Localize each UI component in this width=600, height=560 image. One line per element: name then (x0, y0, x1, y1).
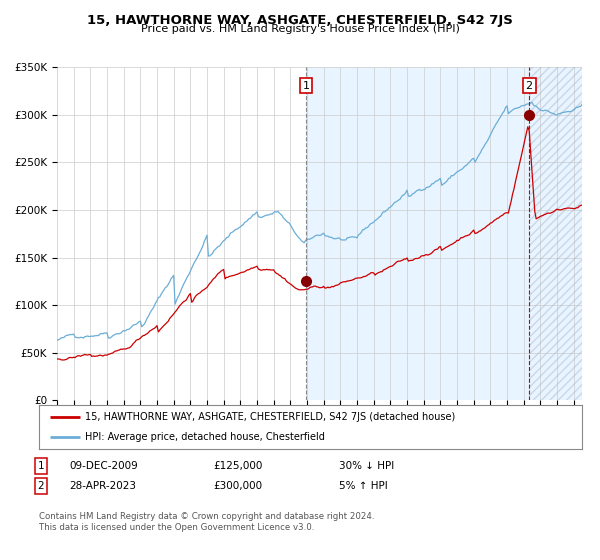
Bar (306, 67, 582, 400)
Text: 1: 1 (37, 461, 44, 471)
Text: 1: 1 (302, 81, 310, 91)
Text: HPI: Average price, detached house, Chesterfield: HPI: Average price, detached house, Ches… (85, 432, 325, 442)
Text: Price paid vs. HM Land Registry's House Price Index (HPI): Price paid vs. HM Land Registry's House … (140, 24, 460, 34)
Bar (529, 67, 582, 400)
Text: 15, HAWTHORNE WAY, ASHGATE, CHESTERFIELD, S42 7JS: 15, HAWTHORNE WAY, ASHGATE, CHESTERFIELD… (87, 14, 513, 27)
Text: Contains HM Land Registry data © Crown copyright and database right 2024.
This d: Contains HM Land Registry data © Crown c… (39, 512, 374, 532)
Text: 2: 2 (37, 481, 44, 491)
Text: 2: 2 (526, 81, 533, 91)
Text: 15, HAWTHORNE WAY, ASHGATE, CHESTERFIELD, S42 7JS (detached house): 15, HAWTHORNE WAY, ASHGATE, CHESTERFIELD… (85, 412, 455, 422)
Text: £300,000: £300,000 (213, 481, 262, 491)
Text: 30% ↓ HPI: 30% ↓ HPI (339, 461, 394, 471)
Text: 09-DEC-2009: 09-DEC-2009 (69, 461, 138, 471)
Text: 28-APR-2023: 28-APR-2023 (69, 481, 136, 491)
Text: 5% ↑ HPI: 5% ↑ HPI (339, 481, 388, 491)
Text: £125,000: £125,000 (213, 461, 262, 471)
